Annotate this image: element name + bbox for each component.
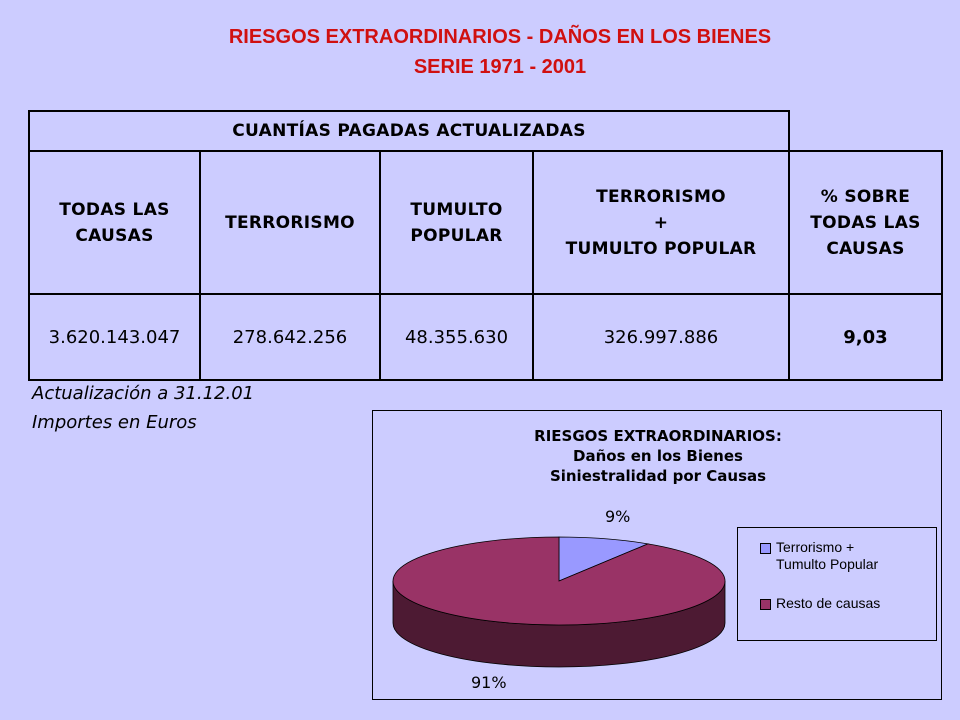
legend-line: Resto de causas — [776, 595, 881, 611]
chart-title: RIESGOS EXTRAORDINARIOS: — [534, 427, 782, 445]
header-percent: % SOBRE TODAS LAS CAUSAS — [790, 152, 941, 293]
header-terrorismo-tumulto: TERRORISMO + TUMULTO POPULAR — [534, 152, 788, 293]
header-line: POPULAR — [410, 225, 503, 246]
pie-chart-panel: RIESGOS EXTRAORDINARIOS: Daños en los Bi… — [372, 410, 942, 700]
header-line: CAUSAS — [75, 225, 154, 246]
update-note: Actualización a 31.12.01 — [32, 383, 255, 404]
header-line: TODAS LAS — [59, 199, 170, 220]
header-terrorismo: TERRORISMO — [201, 152, 379, 293]
legend-swatch-resto — [760, 599, 771, 610]
pie-chart — [392, 536, 726, 668]
pie-slice-0 — [558, 536, 650, 582]
header-line: TUMULTO — [410, 199, 503, 220]
legend-swatch-terrorismo — [760, 543, 771, 554]
legend-item-resto: Resto de causas — [776, 595, 880, 612]
value-tumulto-popular: 48.355.630 — [404, 326, 509, 348]
slice-label-terrorismo: 9% — [605, 507, 631, 526]
header-line: % SOBRE — [820, 186, 911, 207]
legend-item-terrorismo: Terrorismo + Tumulto Popular — [776, 539, 878, 573]
header-line: TODAS LAS — [810, 212, 921, 233]
chart-subtitle-2: Siniestralidad por Causas — [549, 467, 767, 485]
header-tumulto-popular: TUMULTO POPULAR — [381, 152, 532, 293]
value-todas-causas: 3.620.143.047 — [48, 326, 181, 348]
main-title: RIESGOS EXTRAORDINARIOS - DAÑOS EN LOS B… — [228, 26, 772, 48]
value-percent: 9,03 — [843, 326, 888, 348]
chart-subtitle-1: Daños en los Bienes — [573, 447, 743, 465]
header-line: + — [653, 212, 669, 233]
legend-line: Tumulto Popular — [776, 556, 879, 572]
header-line: TERRORISMO — [225, 212, 355, 233]
slice-label-resto: 91% — [471, 673, 507, 692]
value-terrorismo-tumulto: 326.997.886 — [603, 326, 719, 348]
value-terrorismo: 278.642.256 — [232, 326, 348, 348]
units-note: Importes en Euros — [32, 412, 197, 433]
main-subtitle: SERIE 1971 - 2001 — [413, 56, 587, 78]
legend-line: Terrorismo + — [776, 539, 855, 555]
legend: Terrorismo + Tumulto Popular Resto de ca… — [737, 527, 937, 641]
header-todas-causas: TODAS LAS CAUSAS — [30, 152, 199, 293]
group-header: CUANTÍAS PAGADAS ACTUALIZADAS — [232, 121, 586, 141]
header-line: CAUSAS — [826, 238, 905, 259]
pie-slice-1 — [392, 536, 726, 626]
header-line: TERRORISMO — [596, 186, 726, 207]
header-line: TUMULTO POPULAR — [565, 238, 757, 259]
